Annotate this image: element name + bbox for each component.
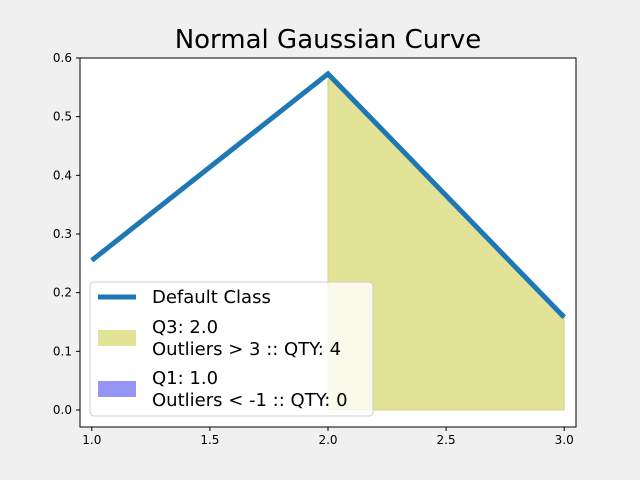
legend: Default Class Q3: 2.0 Outliers > 3 :: QT… (89, 281, 374, 417)
legend-label-q3-line1: Q3: 2.0 (152, 317, 218, 338)
legend-label-q1-line1: Q1: 1.0 (152, 368, 218, 389)
y-tick-label: 0.5 (53, 110, 72, 124)
legend-fill-swatch-q1 (98, 381, 136, 397)
y-axis: 0.0 0.1 0.2 0.3 0.4 0.5 0.6 (53, 51, 80, 417)
x-tick-label: 1.0 (82, 433, 101, 447)
chart-title: Normal Gaussian Curve (175, 25, 482, 55)
y-tick-label: 0.6 (53, 51, 72, 65)
y-tick-label: 0.2 (53, 286, 72, 300)
legend-box (89, 281, 374, 417)
legend-label-q1-line2: Outliers < -1 :: QTY: 0 (152, 390, 348, 411)
x-axis: 1.0 1.5 2.0 2.5 3.0 (82, 427, 574, 447)
x-tick-label: 3.0 (555, 433, 574, 447)
x-tick-label: 1.5 (200, 433, 219, 447)
x-tick-label: 2.5 (437, 433, 456, 447)
y-tick-label: 0.1 (53, 344, 72, 358)
legend-fill-swatch-q3 (98, 330, 136, 346)
series-layer (90, 70, 566, 320)
y-tick-label: 0.4 (53, 168, 72, 182)
legend-label-q3-line2: Outliers > 3 :: QTY: 4 (152, 339, 341, 360)
y-tick-label: 0.3 (53, 227, 72, 241)
series-line-0 (90, 70, 566, 320)
legend-label-default-class: Default Class (152, 287, 271, 308)
x-tick-label: 2.0 (318, 433, 337, 447)
y-tick-label: 0.0 (53, 403, 72, 417)
